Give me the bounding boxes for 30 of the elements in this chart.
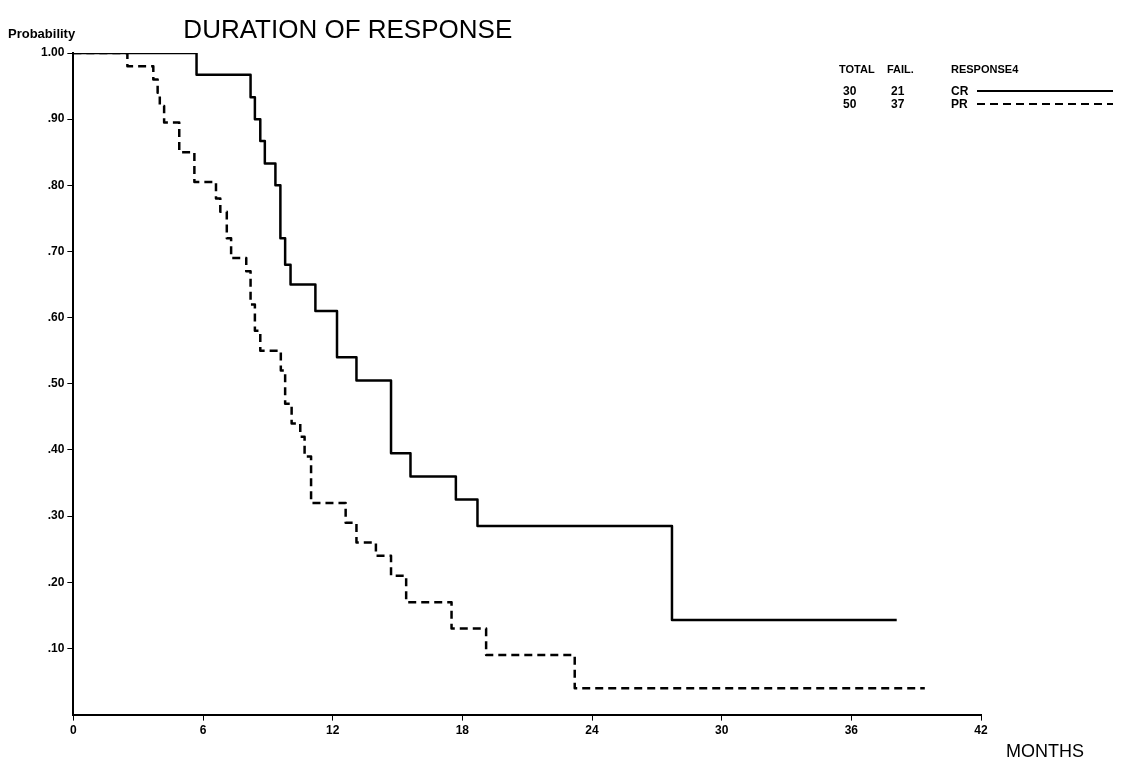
x-tick-label: 24 xyxy=(585,723,599,738)
x-tick-label: 0 xyxy=(70,723,78,738)
x-axis-title: MONTHS xyxy=(1006,740,1084,761)
annotation: FAIL. xyxy=(887,63,914,75)
y-tick-label: .50 xyxy=(47,376,65,391)
x-tick-label: 12 xyxy=(326,723,340,738)
y-axis-title: Probability xyxy=(8,26,76,41)
x-tick-label: 18 xyxy=(455,723,470,738)
y-tick-label: .10 xyxy=(47,640,65,655)
y-tick-label: .40 xyxy=(47,442,65,457)
chart-title: DURATION OF RESPONSE xyxy=(183,14,513,44)
y-tick-label: .30 xyxy=(47,508,65,523)
x-tick-label: 6 xyxy=(199,723,207,738)
text: CR xyxy=(951,84,969,98)
annotation: 30 xyxy=(843,84,857,98)
y-tick-label: .80 xyxy=(47,177,65,192)
annotation: 37 xyxy=(891,97,905,111)
annotation: 21 xyxy=(891,84,905,98)
annotation: TOTAL xyxy=(839,63,875,75)
legend-title: RESPONSE4 xyxy=(951,63,1020,75)
x-tick-label: 42 xyxy=(974,723,988,738)
x-tick-label: 36 xyxy=(844,723,859,738)
text: PR xyxy=(951,97,968,111)
y-tick-label: .60 xyxy=(47,309,65,324)
annotation: 50 xyxy=(843,97,857,111)
y-tick-label: .70 xyxy=(47,243,65,258)
y-tick-label: 1.00 xyxy=(41,45,65,60)
y-tick-label: .20 xyxy=(47,574,65,589)
y-tick-label: .90 xyxy=(47,111,65,126)
x-tick-label: 30 xyxy=(714,723,729,738)
